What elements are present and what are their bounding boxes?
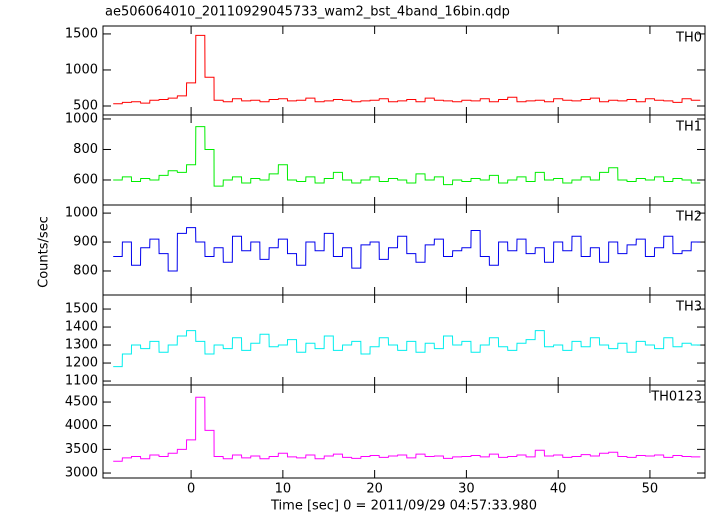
y-tick-label: 1500 [65,26,98,41]
y-tick-label: 1500 [65,302,98,317]
light-curve [113,330,701,368]
y-tick-label: 600 [73,172,98,187]
y-tick-label: 3000 [65,466,98,481]
x-tick-label: 40 [550,482,567,497]
y-tick-label: 1400 [65,320,98,335]
x-tick-label: 50 [642,482,659,497]
light-curve [113,396,701,462]
x-tick-label: 0 [187,482,195,497]
x-tick-label: 20 [366,482,383,497]
x-tick-label: 10 [275,482,292,497]
panel-label: TH1 [675,120,702,135]
y-tick-label: 4000 [65,418,98,433]
y-tick-label: 1300 [65,338,98,353]
panel-label: TH2 [675,210,702,225]
y-tick-label: 4500 [65,395,98,410]
y-tick-label: 1200 [65,356,98,371]
y-tick-label: 800 [73,263,98,278]
panel-frame [102,294,706,386]
panel-label: TH3 [675,300,702,315]
panel-frame [102,25,706,116]
x-tick-label: 30 [458,482,475,497]
y-tick-label: 1000 [65,111,98,126]
y-tick-label: 800 [73,142,98,157]
panel-frame [102,384,706,479]
light-curve [113,34,701,105]
x-axis-label: Time [sec] 0 = 2011/09/29 04:57:33.980 [270,499,537,514]
y-tick-label: 1000 [65,62,98,77]
y-tick-label: 1000 [65,206,98,221]
y-tick-label: 900 [73,235,98,250]
panel-frame [102,114,706,206]
light-curve [113,126,701,187]
panel-label: TH0 [675,31,702,46]
y-tick-label: 500 [73,98,98,113]
chart-title: ae506064010_20110929045733_wam2_bst_4ban… [105,5,510,20]
light-curve [113,227,701,272]
y-tick-label: 1100 [65,374,98,389]
panel-frame [102,204,706,296]
y-tick-label: 3500 [65,442,98,457]
panel-label: TH0123 [650,390,702,405]
y-axis-label: Counts/sec [37,216,52,288]
